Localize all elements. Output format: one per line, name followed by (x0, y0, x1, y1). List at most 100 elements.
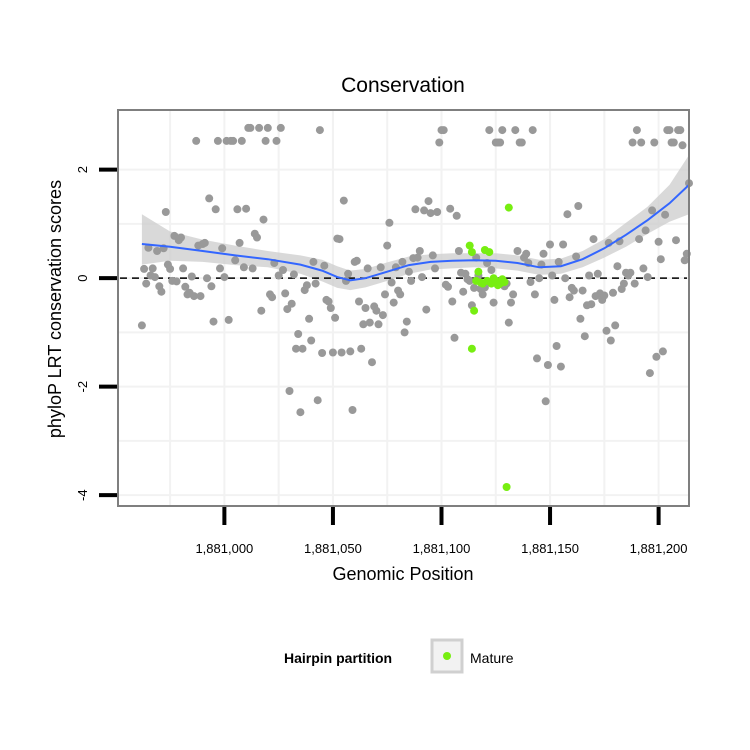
data-point-other (561, 274, 570, 283)
data-point-other (255, 123, 264, 132)
data-point-other (676, 126, 685, 135)
data-point-other (372, 306, 381, 315)
data-point-other (606, 336, 615, 345)
data-point-other (415, 247, 424, 255)
data-point-other (205, 194, 214, 203)
data-point-other (313, 396, 322, 405)
data-point-other (337, 348, 346, 357)
data-point-other (192, 136, 201, 145)
y-tick-label: -4 (75, 489, 90, 501)
data-point-other (259, 215, 268, 224)
data-point-other (203, 274, 211, 283)
data-point-other (261, 136, 270, 145)
data-point-other (485, 126, 494, 135)
y-tick-label: 0 (75, 275, 90, 282)
data-point-other (587, 300, 596, 309)
data-point-other (422, 305, 431, 314)
data-point-other (263, 123, 272, 132)
data-point-other (569, 286, 578, 295)
data-point-other (613, 262, 622, 271)
data-point-other (142, 279, 151, 288)
data-point-other (602, 326, 611, 335)
data-point-other (272, 136, 281, 145)
data-point-other (498, 126, 507, 135)
data-point-other (433, 208, 442, 216)
data-point-other (298, 344, 307, 353)
data-point-other (680, 256, 689, 265)
data-point-other (541, 397, 550, 406)
data-point-other (368, 358, 376, 367)
data-point-other (294, 330, 303, 338)
data-point-other (328, 348, 337, 357)
legend-title: Hairpin partition (284, 650, 392, 666)
data-point-other (530, 290, 539, 299)
data-point-other (224, 315, 233, 324)
data-point-other (654, 237, 663, 246)
data-point-other (548, 271, 557, 280)
data-point-other (253, 233, 261, 242)
data-point-other (383, 241, 392, 250)
data-point-other (470, 283, 479, 292)
data-point-other (179, 264, 188, 273)
data-point-other (507, 298, 515, 307)
data-point-other (424, 197, 433, 206)
data-point-other (652, 352, 661, 361)
data-point-other (535, 274, 544, 283)
data-point-other (235, 238, 244, 247)
y-tick-label: -2 (75, 381, 90, 393)
data-point-other (157, 287, 166, 296)
x-axis-title: Genomic Position (332, 564, 473, 584)
data-point-other (385, 218, 394, 227)
data-point-other (546, 240, 554, 249)
data-point-other (420, 206, 429, 215)
data-point-other (400, 328, 409, 337)
data-point-other (439, 126, 448, 135)
confidence-band-layer (141, 155, 689, 291)
data-point-other (287, 299, 296, 308)
x-tick-label: 1,881,050 (304, 541, 362, 556)
data-point-other (650, 138, 659, 147)
data-point-other (452, 211, 461, 220)
data-point-other (166, 264, 175, 273)
data-point-other (324, 297, 333, 306)
data-point-other (593, 269, 602, 278)
data-point-mature (465, 241, 474, 250)
data-point-other (315, 126, 324, 135)
y-axis: 2 0 -2 -4 (75, 166, 117, 501)
data-point-other (187, 272, 196, 281)
data-point-other (376, 263, 385, 272)
data-point-other (361, 304, 370, 312)
chart-title: Conservation (341, 74, 465, 97)
data-point-other (359, 320, 368, 329)
data-point-other (302, 281, 311, 290)
data-point-other (446, 204, 455, 213)
data-point-other (454, 247, 463, 255)
data-point-other (585, 271, 594, 280)
legend: Hairpin partition Mature (284, 638, 514, 674)
data-point-other (428, 251, 437, 260)
data-point-other (309, 257, 318, 266)
data-point-mature (467, 344, 476, 353)
data-point-other (444, 282, 452, 291)
data-point-other (580, 332, 589, 341)
data-point-other (231, 256, 240, 265)
data-point-other (378, 311, 387, 320)
smooth-line-layer (141, 184, 690, 282)
data-point-other (344, 269, 353, 278)
data-point-other (396, 290, 405, 299)
data-point-other (658, 347, 667, 356)
data-point-other (305, 314, 314, 323)
data-point-other (161, 208, 170, 216)
data-point-other (656, 255, 665, 264)
data-point-other (643, 273, 652, 282)
data-point-other (563, 210, 572, 219)
data-point-mature (467, 248, 476, 257)
data-point-other (320, 261, 329, 270)
data-point-other (140, 264, 149, 273)
data-point-other (246, 123, 255, 132)
x-tick-label: 1,881,150 (521, 541, 579, 556)
data-point-other (450, 333, 459, 342)
data-point-other (459, 287, 468, 296)
data-point-mature (504, 203, 513, 212)
data-point-other (242, 204, 251, 213)
